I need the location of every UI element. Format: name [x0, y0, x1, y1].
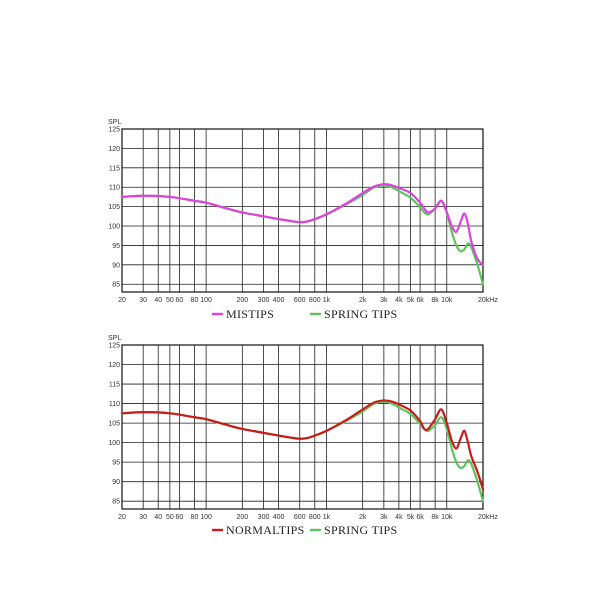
- x-tick-label: 8k: [431, 514, 439, 521]
- x-tick-label: 30: [139, 514, 147, 521]
- y-tick-label: 105: [108, 204, 120, 211]
- x-tick-label: 40: [154, 514, 162, 521]
- x-tick-label: 4k: [395, 514, 403, 521]
- x-tick-label: 2k: [359, 297, 367, 304]
- x-tick-label: 600: [294, 297, 306, 304]
- x-tick-label: 30: [139, 297, 147, 304]
- x-tick-label: 20: [118, 514, 126, 521]
- x-tick-label: 100: [200, 514, 212, 521]
- x-tick-label: 40: [154, 297, 162, 304]
- y-tick-label: 90: [112, 262, 120, 269]
- series-line-normaltips: [120, 399, 485, 491]
- x-tick-label: 200: [236, 514, 248, 521]
- y-tick-label: 120: [108, 146, 120, 153]
- x-tick-label: 50: [166, 514, 174, 521]
- x-tick-label: 8k: [431, 297, 439, 304]
- x-tick-label: 20kHz: [478, 514, 498, 521]
- y-tick-label: 95: [112, 243, 120, 250]
- legend-label: NORMALTIPS: [226, 523, 305, 537]
- x-tick-label: 2k: [359, 514, 367, 521]
- y-tick-label: 100: [108, 440, 120, 447]
- y-axis-label: SPL: [108, 335, 121, 342]
- legend-label: SPRING TIPS: [324, 307, 397, 321]
- x-tick-label: 60: [176, 514, 184, 521]
- series-line-spring-tips: [120, 400, 485, 503]
- x-tick-label: 60: [176, 297, 184, 304]
- x-tick-label: 800: [309, 297, 321, 304]
- x-tick-label: 80: [191, 514, 199, 521]
- x-tick-label: 1k: [323, 514, 331, 521]
- legend-label: SPRING TIPS: [324, 523, 397, 537]
- x-tick-label: 1k: [323, 297, 331, 304]
- x-tick-label: 300: [258, 514, 270, 521]
- x-tick-label: 3k: [380, 297, 388, 304]
- y-tick-label: 90: [112, 479, 120, 486]
- x-tick-label: 300: [258, 297, 270, 304]
- y-tick-label: 125: [108, 127, 120, 134]
- x-tick-label: 20kHz: [478, 297, 498, 304]
- y-tick-label: 110: [109, 185, 120, 192]
- x-tick-label: 5k: [407, 514, 415, 521]
- x-tick-label: 10k: [441, 514, 453, 521]
- y-tick-label: 120: [108, 362, 120, 369]
- x-tick-label: 600: [294, 514, 306, 521]
- series-line-spring-tips: [120, 184, 485, 286]
- x-tick-label: 10k: [441, 297, 453, 304]
- x-tick-label: 3k: [380, 514, 388, 521]
- x-tick-label: 4k: [395, 297, 403, 304]
- x-tick-label: 80: [191, 297, 199, 304]
- x-tick-label: 200: [236, 297, 248, 304]
- y-tick-label: 115: [109, 382, 120, 389]
- x-tick-label: 20: [118, 297, 126, 304]
- y-tick-label: 105: [108, 421, 120, 428]
- x-tick-label: 100: [200, 297, 212, 304]
- x-tick-label: 5k: [407, 297, 415, 304]
- y-tick-label: 125: [108, 343, 120, 350]
- y-tick-label: 110: [109, 401, 120, 408]
- x-tick-label: 6k: [416, 514, 424, 521]
- plot-frame: [121, 344, 484, 510]
- y-tick-label: 85: [112, 499, 120, 506]
- y-tick-label: 115: [109, 165, 120, 172]
- x-tick-label: 800: [309, 514, 321, 521]
- y-tick-label: 85: [112, 282, 120, 289]
- series-line-mistips: [120, 182, 485, 266]
- x-tick-label: 400: [273, 514, 285, 521]
- x-tick-label: 400: [273, 297, 285, 304]
- y-axis-label: SPL: [108, 119, 121, 126]
- legend-label: MISTIPS: [226, 307, 274, 321]
- y-tick-label: 95: [112, 460, 120, 467]
- plot-frame: [121, 128, 484, 293]
- x-tick-label: 50: [166, 297, 174, 304]
- y-tick-label: 100: [108, 224, 120, 231]
- x-tick-label: 6k: [416, 297, 424, 304]
